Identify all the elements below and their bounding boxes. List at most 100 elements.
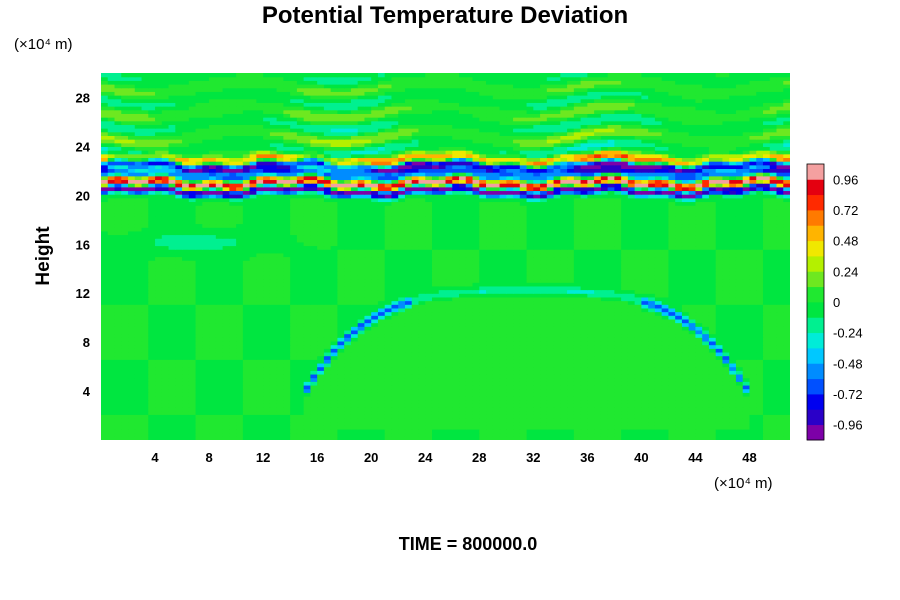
heatmap-cell: [513, 278, 521, 283]
heatmap-cell: [675, 425, 683, 430]
heatmap-cell: [506, 278, 514, 283]
heatmap-cell: [567, 425, 575, 430]
heatmap-cell: [101, 373, 109, 379]
heatmap-cell: [594, 326, 602, 331]
heatmap-cell: [431, 403, 440, 408]
heatmap-cell: [580, 326, 588, 331]
heatmap-cell: [128, 370, 136, 375]
heatmap-cell: [648, 271, 656, 276]
heatmap-cell: [735, 274, 744, 280]
heatmap-cell: [263, 377, 271, 382]
heatmap-cell: [573, 300, 582, 305]
heatmap-cell: [783, 278, 790, 283]
heatmap-cell: [330, 370, 339, 375]
heatmap-cell: [735, 348, 744, 353]
heatmap-cell: [384, 329, 393, 335]
heatmap-cell: [263, 414, 271, 419]
heatmap-cell: [411, 307, 420, 313]
heatmap-cell: [323, 311, 332, 316]
heatmap-cell: [263, 359, 271, 364]
heatmap-cell: [161, 417, 170, 423]
heatmap-cell: [769, 373, 778, 379]
heatmap-cell: [472, 362, 480, 368]
heatmap-cell: [729, 388, 737, 393]
heatmap-cell: [722, 282, 730, 287]
heatmap-cell: [702, 337, 710, 342]
heatmap-cell: [269, 399, 278, 404]
heatmap-cell: [323, 307, 332, 313]
heatmap-cell: [337, 260, 345, 265]
heatmap-cell: [148, 278, 156, 283]
heatmap-cell: [398, 395, 406, 401]
heatmap-cell: [742, 381, 751, 386]
heatmap-cell: [465, 355, 474, 360]
heatmap-cell: [614, 425, 622, 430]
heatmap-cell: [101, 329, 109, 335]
heatmap-cell: [148, 366, 156, 371]
heatmap-cell: [742, 285, 751, 291]
heatmap-cell: [296, 260, 305, 265]
heatmap-cell: [242, 340, 251, 346]
heatmap-cell: [735, 410, 744, 415]
heatmap-cell: [607, 329, 615, 335]
heatmap-cell: [431, 278, 440, 283]
heatmap-cell: [722, 373, 730, 379]
heatmap-cell: [202, 318, 210, 324]
heatmap-cell: [344, 414, 352, 419]
heatmap-cell: [756, 351, 764, 357]
heatmap-cell: [303, 263, 311, 269]
heatmap-cell: [465, 359, 474, 364]
heatmap-cell: [621, 263, 629, 269]
heatmap-cell: [567, 278, 575, 283]
heatmap-cell: [445, 399, 453, 404]
heatmap-cell: [269, 432, 278, 437]
heatmap-cell: [567, 296, 575, 302]
heatmap-cell: [540, 282, 548, 287]
heatmap-cell: [418, 366, 426, 371]
heatmap-cell: [236, 344, 244, 349]
heatmap-cell: [377, 370, 386, 375]
heatmap-cell: [627, 403, 636, 408]
heatmap-cell: [404, 337, 413, 342]
heatmap-cell: [303, 329, 311, 335]
heatmap-cell: [742, 333, 751, 338]
heatmap-cell: [519, 428, 528, 434]
heatmap-cell: [155, 289, 163, 294]
heatmap-cell: [553, 274, 561, 280]
heatmap-cell: [668, 355, 676, 360]
heatmap-cell: [236, 425, 244, 430]
heatmap-cell: [256, 377, 264, 382]
heatmap-cell: [654, 388, 663, 393]
heatmap-cell: [256, 351, 264, 357]
heatmap-cell: [567, 293, 575, 298]
heatmap-cell: [499, 278, 507, 283]
heatmap-cell: [776, 403, 784, 408]
heatmap-cell: [627, 370, 636, 375]
heatmap-cell: [452, 337, 460, 342]
heatmap-cell: [222, 362, 230, 368]
heatmap-cell: [641, 414, 649, 419]
heatmap-cell: [452, 278, 460, 283]
heatmap-cell: [404, 425, 413, 430]
heatmap-cell: [425, 282, 433, 287]
heatmap-cell: [783, 410, 790, 415]
heatmap-cell: [384, 300, 393, 305]
heatmap-cell: [573, 318, 582, 324]
heatmap-cell: [215, 362, 224, 368]
heatmap-cell: [438, 355, 447, 360]
heatmap-cell: [350, 348, 359, 353]
heatmap-cell: [465, 329, 474, 335]
heatmap-cell: [431, 271, 440, 276]
heatmap-cell: [215, 282, 224, 287]
heatmap-cell: [519, 373, 528, 379]
heatmap-cell: [668, 260, 676, 265]
heatmap-cell: [128, 366, 136, 371]
heatmap-cell: [708, 417, 717, 423]
heatmap-cell: [769, 263, 778, 269]
heatmap-cell: [317, 260, 325, 265]
heatmap-cell: [134, 373, 143, 379]
heatmap-cell: [614, 421, 622, 426]
heatmap-cell: [526, 311, 534, 316]
heatmap-cell: [188, 406, 197, 412]
heatmap-cell: [128, 351, 136, 357]
